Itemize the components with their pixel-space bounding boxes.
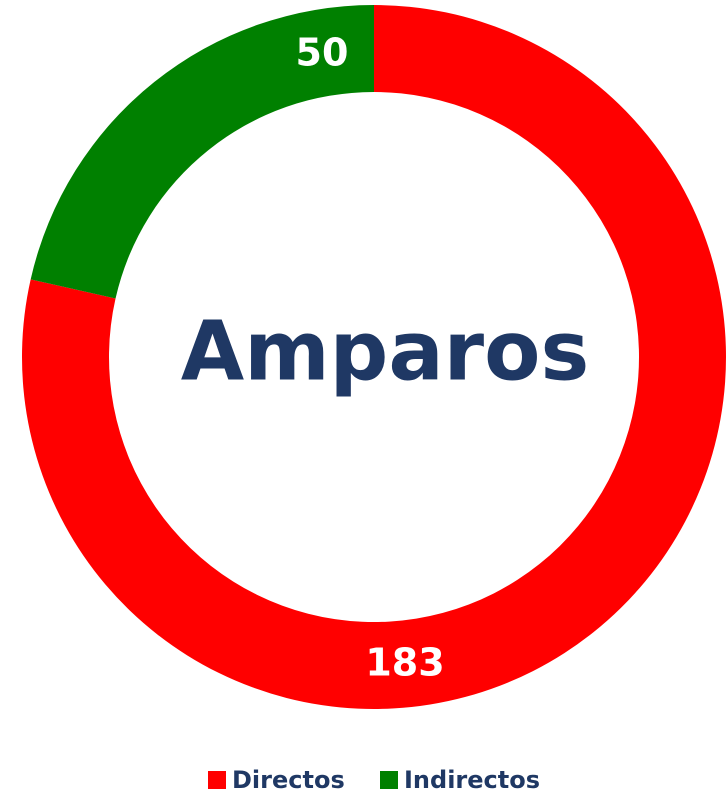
legend-swatch (380, 771, 398, 789)
legend-label: Indirectos (404, 766, 540, 794)
value-label: 183 (365, 641, 444, 685)
donut-segment (30, 5, 374, 299)
chart-title: Amparos (181, 304, 590, 399)
value-label: 50 (296, 31, 349, 75)
legend-label: Directos (232, 766, 345, 794)
legend-swatch (208, 771, 226, 789)
